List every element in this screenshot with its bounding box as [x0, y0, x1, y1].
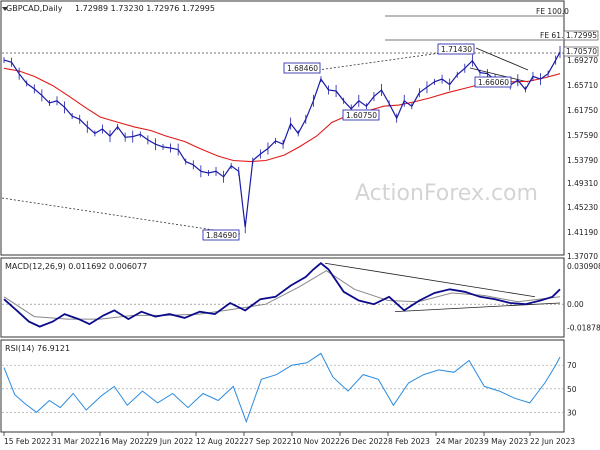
time-tick-label: 16 May 2022 — [100, 437, 149, 446]
price-annotation-label: 1.60750 — [346, 111, 377, 120]
price-annotation-box — [474, 76, 512, 88]
chart-header-symbol: GBPCAD,Daily — [6, 4, 63, 13]
macd-tick-label: 0.00 — [567, 300, 584, 309]
macd-tick-label: 0.030908 — [567, 262, 600, 271]
macd-panel-title: MACD(12,26,9) 0.011692 0.006077 — [5, 262, 147, 271]
time-tick-label: 27 Sep 2022 — [244, 437, 292, 446]
rsi-panel-frame — [0, 339, 565, 433]
price-tick-label: 1.49310 — [567, 179, 598, 188]
macd-signal-line — [3, 270, 561, 320]
price-annotation-label: 1.84690 — [206, 231, 237, 240]
price-annotation-label: 1.68460 — [287, 64, 318, 73]
level-price-box — [563, 46, 599, 57]
rsi-tick-label: 50 — [567, 385, 577, 394]
last-price-box — [563, 30, 599, 41]
price-annotation-box — [437, 43, 475, 55]
macd-tick-label: -0.018787 — [567, 324, 600, 333]
price-tick-label: 1.53790 — [567, 156, 598, 165]
price-annotation-box — [283, 62, 321, 74]
time-tick-label: 10 Nov 2022 — [292, 437, 340, 446]
macd-line — [3, 262, 561, 328]
level-price-label: 1.70570 — [566, 47, 597, 56]
time-tick-label: 24 Mar 2023 — [436, 437, 484, 446]
price-tick-label: 1.41190 — [567, 228, 598, 237]
price-panel-frame — [0, 0, 565, 256]
moving-average-line — [3, 67, 561, 163]
fe-618-label: FE 61.8 — [540, 31, 568, 40]
last-price-label: 1.72995 — [566, 31, 597, 40]
time-tick-label: 9 May 2023 — [484, 437, 528, 446]
price-annotation-label: 1.66060 — [478, 78, 509, 87]
time-tick-label: 8 Feb 2023 — [388, 437, 430, 446]
price-tick-label: 1.69270 — [567, 56, 598, 65]
macd-trend-upper — [324, 262, 536, 298]
rsi-tick-label: 70 — [567, 361, 577, 370]
watermark: ActionForex.com — [355, 181, 538, 206]
time-tick-label: 12 Aug 2022 — [196, 437, 244, 446]
rsi-panel-title: RSI(14) 76.9121 — [5, 344, 70, 353]
time-tick-label: 22 Jun 2023 — [530, 437, 575, 446]
price-annotation-box — [202, 229, 240, 241]
price-tick-label: 1.37070 — [567, 252, 598, 261]
fe-100-label: FE 100.0 — [536, 7, 569, 16]
price-annotation-box — [342, 109, 380, 121]
time-tick-label: 29 Jun 2022 — [148, 437, 193, 446]
time-tick-label: 15 Feb 2022 — [4, 437, 51, 446]
price-tick-label: 1.45230 — [567, 203, 598, 212]
time-tick-label: 26 Dec 2022 — [340, 437, 388, 446]
support-dotted-line — [1, 197, 241, 235]
price-annotation-label: 1.71430 — [441, 45, 472, 54]
triangle-upper-line — [475, 47, 529, 71]
chart-header-ohlc: 1.72989 1.73230 1.72976 1.72995 — [75, 4, 215, 13]
price-tick-label: 1.65710 — [567, 81, 598, 90]
header-triangle-icon — [2, 7, 8, 11]
price-tick-label: 1.61750 — [567, 106, 598, 115]
macd-panel-frame — [0, 257, 565, 338]
macd-trend-lower — [394, 302, 561, 313]
price-tick-label: 1.57590 — [567, 131, 598, 140]
rsi-tick-label: 30 — [567, 408, 577, 417]
rsi-line — [3, 352, 561, 424]
time-tick-label: 31 Mar 2022 — [52, 437, 100, 446]
